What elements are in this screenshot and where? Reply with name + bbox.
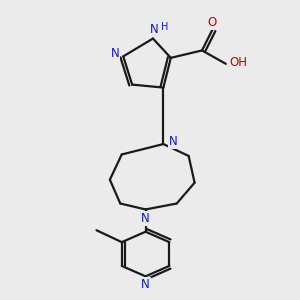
Text: N: N [169, 135, 177, 148]
Text: N: N [141, 212, 150, 225]
Text: H: H [161, 22, 169, 32]
Text: N: N [150, 23, 159, 36]
Text: N: N [141, 278, 150, 291]
Text: N: N [111, 47, 119, 61]
Text: O: O [208, 16, 217, 29]
Text: OH: OH [229, 56, 247, 69]
